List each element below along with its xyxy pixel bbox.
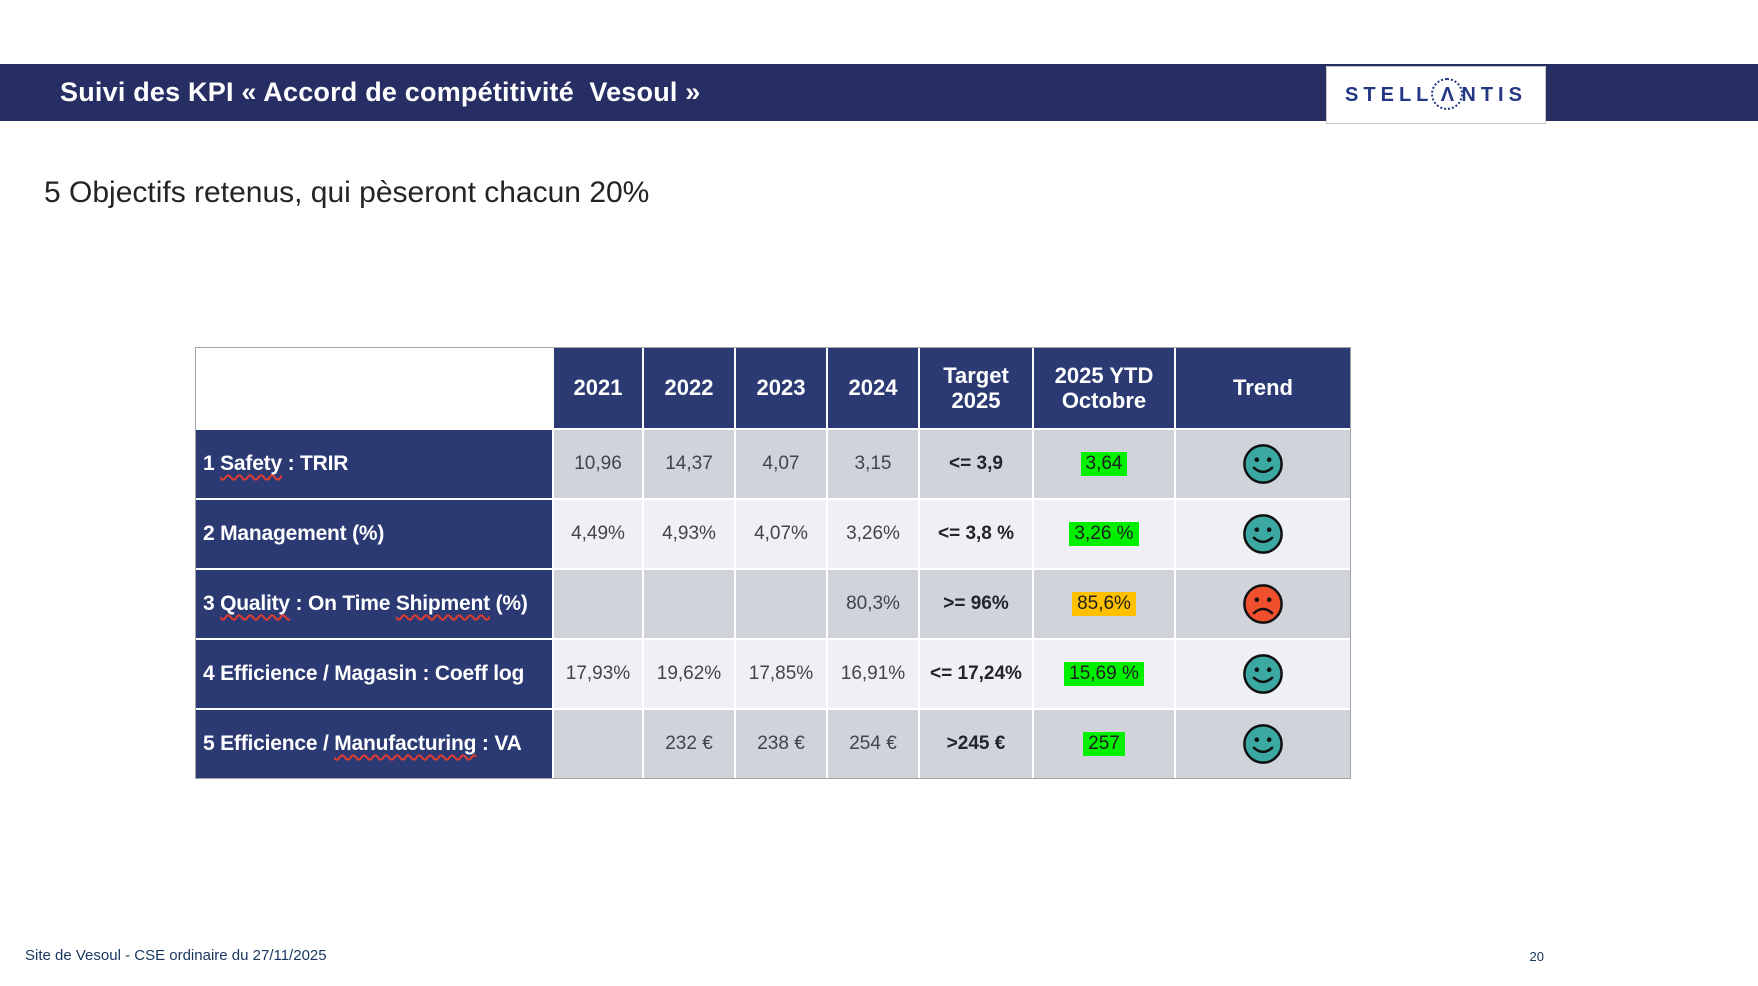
table-row-management: 2 Management (%) 4,49% 4,93% 4,07% 3,26%…	[196, 500, 1350, 568]
column-header-target-2025: Target 2025	[920, 348, 1032, 428]
value-cell: 14,37	[644, 430, 734, 498]
logo-text-right: NTIS	[1461, 83, 1527, 106]
kpi-table: 2021 2022 2023 2024 Target 2025 2025 YTD…	[195, 347, 1351, 779]
target-cell: >245 €	[920, 710, 1032, 778]
trend-sad-face-icon	[1243, 584, 1283, 624]
row-label: 3 Quality : On Time Shipment (%)	[196, 570, 552, 638]
target-cell: <= 3,9	[920, 430, 1032, 498]
column-header-trend: Trend	[1176, 348, 1350, 428]
slide-subtitle: 5 Objectifs retenus, qui pèseront chacun…	[44, 176, 650, 209]
value-cell: 16,91%	[828, 640, 918, 708]
slide-title: Suivi des KPI « Accord de compétitivité …	[60, 77, 701, 107]
table-row-quality: 3 Quality : On Time Shipment (%) 80,3% >…	[196, 570, 1350, 638]
trend-happy-face-icon	[1243, 724, 1283, 764]
ytd-highlight: 85,6%	[1072, 592, 1136, 616]
ytd-highlight: 15,69 %	[1064, 662, 1144, 686]
value-cell	[736, 570, 826, 638]
value-cell	[644, 570, 734, 638]
trend-cell	[1176, 570, 1350, 638]
footer-text: Site de Vesoul - CSE ordinaire du 27/11/…	[25, 947, 327, 964]
target-cell: >= 96%	[920, 570, 1032, 638]
row-label-text: 2 Management (%)	[203, 522, 385, 545]
value-cell: 17,85%	[736, 640, 826, 708]
page-number: 20	[1529, 949, 1544, 964]
value-cell: 19,62%	[644, 640, 734, 708]
row-label-text: 5 Efficience / Manufacturing : VA	[203, 732, 522, 755]
row-label: 1 Safety : TRIR	[196, 430, 552, 498]
value-cell: 3,26%	[828, 500, 918, 568]
value-cell: 232 €	[644, 710, 734, 778]
trend-cell	[1176, 640, 1350, 708]
column-header-2021: 2021	[554, 348, 642, 428]
column-header-2024: 2024	[828, 348, 918, 428]
ytd-highlight: 257	[1083, 732, 1125, 756]
trend-cell	[1176, 430, 1350, 498]
ytd-highlight: 3,26 %	[1069, 522, 1139, 546]
value-cell: 238 €	[736, 710, 826, 778]
ytd-cell: 3,26 %	[1034, 500, 1174, 568]
ytd-cell: 15,69 %	[1034, 640, 1174, 708]
trend-cell	[1176, 710, 1350, 778]
stellantis-lambda-icon: Λ	[1431, 78, 1464, 111]
value-cell: 4,07	[736, 430, 826, 498]
trend-happy-face-icon	[1243, 654, 1283, 694]
value-cell: 3,15	[828, 430, 918, 498]
column-header-2022: 2022	[644, 348, 734, 428]
target-cell: <= 17,24%	[920, 640, 1032, 708]
value-cell: 17,93%	[554, 640, 642, 708]
table-header-row: 2021 2022 2023 2024 Target 2025 2025 YTD…	[196, 348, 1350, 428]
value-cell	[554, 710, 642, 778]
ytd-cell: 3,64	[1034, 430, 1174, 498]
ytd-cell: 257	[1034, 710, 1174, 778]
column-header-2023: 2023	[736, 348, 826, 428]
table-row-efficience-manufacturing: 5 Efficience / Manufacturing : VA 232 € …	[196, 710, 1350, 778]
logo-text-left: STELL	[1345, 83, 1434, 106]
target-cell: <= 3,8 %	[920, 500, 1032, 568]
value-cell: 4,49%	[554, 500, 642, 568]
row-label: 2 Management (%)	[196, 500, 552, 568]
ytd-cell: 85,6%	[1034, 570, 1174, 638]
value-cell: 4,07%	[736, 500, 826, 568]
table-row-efficience-magasin: 4 Efficience / Magasin : Coeff log 17,93…	[196, 640, 1350, 708]
row-label: 5 Efficience / Manufacturing : VA	[196, 710, 552, 778]
trend-happy-face-icon	[1243, 444, 1283, 484]
trend-cell	[1176, 500, 1350, 568]
value-cell	[554, 570, 642, 638]
trend-happy-face-icon	[1243, 514, 1283, 554]
row-label-text: 3 Quality : On Time Shipment (%)	[203, 592, 528, 615]
column-header-empty	[196, 348, 552, 428]
lambda-dot-ring	[1431, 78, 1464, 111]
column-header-2025-ytd: 2025 YTD Octobre	[1034, 348, 1174, 428]
row-label: 4 Efficience / Magasin : Coeff log	[196, 640, 552, 708]
stellantis-logo: STELL Λ NTIS	[1326, 66, 1546, 124]
value-cell: 254 €	[828, 710, 918, 778]
value-cell: 80,3%	[828, 570, 918, 638]
row-label-text: 1 Safety : TRIR	[203, 452, 349, 475]
value-cell: 4,93%	[644, 500, 734, 568]
value-cell: 10,96	[554, 430, 642, 498]
row-label-text: 4 Efficience / Magasin : Coeff log	[203, 662, 525, 685]
table-row-safety: 1 Safety : TRIR 10,96 14,37 4,07 3,15 <=…	[196, 430, 1350, 498]
ytd-highlight: 3,64	[1080, 452, 1128, 476]
lambda-glyph: Λ	[1440, 83, 1455, 106]
